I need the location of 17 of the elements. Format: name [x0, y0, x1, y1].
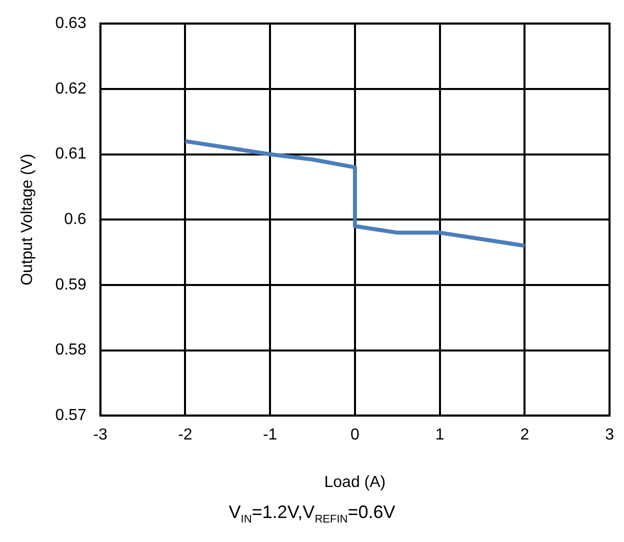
y-tick-label: 0.58	[55, 342, 86, 359]
x-tick-label: -2	[178, 426, 192, 444]
text: V$_{IN}$=1.2V,V$_{REFIN}$=0.6V	[228, 502, 396, 526]
y-tick-label: 0.62	[55, 80, 86, 98]
y-tick-label: 0.63	[55, 15, 86, 32]
x-tick-label: -1	[262, 426, 278, 444]
x-axis-title: Load (A)	[324, 474, 386, 491]
y-tick-label: 0.57	[55, 407, 86, 424]
x-tick-label: 3	[605, 426, 614, 444]
y-tick-label: 0.59	[55, 276, 86, 294]
y-axis-title: Output Voltage (V)	[19, 154, 36, 286]
x-tick-label: 2	[520, 426, 530, 444]
y-tick-label: 0.6	[64, 211, 86, 228]
x-tick-label: 1	[435, 426, 444, 444]
y-tick-label: 0.61	[55, 146, 86, 163]
x-tick-label: 0	[350, 426, 360, 444]
x-tick-label: -3	[93, 426, 108, 444]
